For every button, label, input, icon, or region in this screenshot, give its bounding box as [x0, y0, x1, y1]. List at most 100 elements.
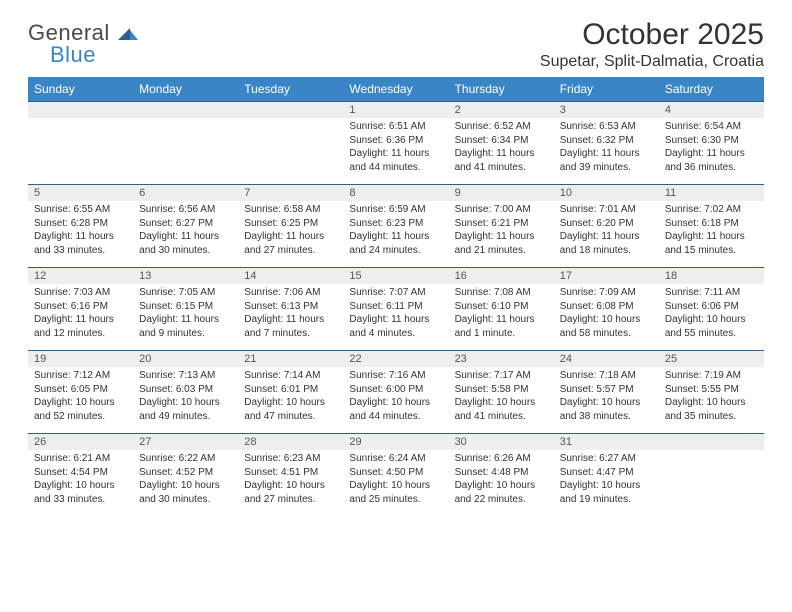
- date-number: 25: [659, 351, 764, 368]
- date-data-row: Sunrise: 7:03 AMSunset: 6:16 PMDaylight:…: [28, 284, 764, 351]
- daylight-text: Daylight: 11 hours and 36 minutes.: [665, 147, 758, 174]
- daylight-text: Daylight: 11 hours and 44 minutes.: [349, 147, 442, 174]
- sunrise-text: Sunrise: 7:11 AM: [665, 286, 758, 300]
- date-cell: Sunrise: 6:52 AMSunset: 6:34 PMDaylight:…: [449, 118, 554, 185]
- sunset-text: Sunset: 6:28 PM: [34, 217, 127, 231]
- sunset-text: Sunset: 6:00 PM: [349, 383, 442, 397]
- daylight-text: Daylight: 11 hours and 18 minutes.: [560, 230, 653, 257]
- daylight-text: Daylight: 10 hours and 49 minutes.: [139, 396, 232, 423]
- daylight-text: Daylight: 10 hours and 33 minutes.: [34, 479, 127, 506]
- day-header: Monday: [133, 77, 238, 102]
- sunrise-text: Sunrise: 7:18 AM: [560, 369, 653, 383]
- sunset-text: Sunset: 6:11 PM: [349, 300, 442, 314]
- date-number: [238, 102, 343, 119]
- date-number: 11: [659, 185, 764, 202]
- daylight-text: Daylight: 11 hours and 9 minutes.: [139, 313, 232, 340]
- sunset-text: Sunset: 6:30 PM: [665, 134, 758, 148]
- daylight-text: Daylight: 11 hours and 21 minutes.: [455, 230, 548, 257]
- title-block: October 2025 Supetar, Split-Dalmatia, Cr…: [540, 18, 764, 71]
- date-cell: [238, 118, 343, 185]
- location-label: Supetar, Split-Dalmatia, Croatia: [540, 53, 764, 71]
- date-number: 30: [449, 434, 554, 451]
- sunset-text: Sunset: 4:52 PM: [139, 466, 232, 480]
- sunrise-text: Sunrise: 6:27 AM: [560, 452, 653, 466]
- date-number: 18: [659, 268, 764, 285]
- date-cell: [133, 118, 238, 185]
- daylight-text: Daylight: 10 hours and 47 minutes.: [244, 396, 337, 423]
- sunrise-text: Sunrise: 6:26 AM: [455, 452, 548, 466]
- sunset-text: Sunset: 4:54 PM: [34, 466, 127, 480]
- daylight-text: Daylight: 10 hours and 25 minutes.: [349, 479, 442, 506]
- date-cell: Sunrise: 6:27 AMSunset: 4:47 PMDaylight:…: [554, 450, 659, 516]
- date-cell: Sunrise: 6:55 AMSunset: 6:28 PMDaylight:…: [28, 201, 133, 268]
- sunset-text: Sunset: 6:20 PM: [560, 217, 653, 231]
- sunset-text: Sunset: 6:06 PM: [665, 300, 758, 314]
- date-number: 27: [133, 434, 238, 451]
- day-header: Sunday: [28, 77, 133, 102]
- page-title: October 2025: [540, 18, 764, 51]
- sunrise-text: Sunrise: 6:21 AM: [34, 452, 127, 466]
- daylight-text: Daylight: 10 hours and 30 minutes.: [139, 479, 232, 506]
- date-cell: [28, 118, 133, 185]
- date-number: [133, 102, 238, 119]
- day-header: Friday: [554, 77, 659, 102]
- sunrise-text: Sunrise: 7:16 AM: [349, 369, 442, 383]
- day-header: Saturday: [659, 77, 764, 102]
- date-number: 17: [554, 268, 659, 285]
- sunrise-text: Sunrise: 7:03 AM: [34, 286, 127, 300]
- daylight-text: Daylight: 11 hours and 27 minutes.: [244, 230, 337, 257]
- daylight-text: Daylight: 11 hours and 12 minutes.: [34, 313, 127, 340]
- date-cell: Sunrise: 7:12 AMSunset: 6:05 PMDaylight:…: [28, 367, 133, 434]
- date-cell: Sunrise: 7:00 AMSunset: 6:21 PMDaylight:…: [449, 201, 554, 268]
- sunrise-text: Sunrise: 7:12 AM: [34, 369, 127, 383]
- date-cell: Sunrise: 7:18 AMSunset: 5:57 PMDaylight:…: [554, 367, 659, 434]
- date-data-row: Sunrise: 6:55 AMSunset: 6:28 PM Daylight:…: [28, 201, 764, 268]
- sunset-text: Sunset: 6:25 PM: [244, 217, 337, 231]
- sunset-text: Sunset: 6:05 PM: [34, 383, 127, 397]
- date-cell: Sunrise: 6:51 AMSunset: 6:36 PMDaylight:…: [343, 118, 448, 185]
- day-header: Thursday: [449, 77, 554, 102]
- daylight-text: Daylight: 11 hours and 7 minutes.: [244, 313, 337, 340]
- daylight-text: Daylight: 10 hours and 27 minutes.: [244, 479, 337, 506]
- date-cell: Sunrise: 7:16 AMSunset: 6:00 PMDaylight:…: [343, 367, 448, 434]
- logo: General Blue: [28, 22, 139, 66]
- sunrise-text: Sunrise: 7:17 AM: [455, 369, 548, 383]
- sunrise-text: Sunrise: 7:09 AM: [560, 286, 653, 300]
- date-cell: Sunrise: 6:54 AMSunset: 6:30 PMDaylight:…: [659, 118, 764, 185]
- date-data-row: Sunrise: 6:21 AMSunset: 4:54 PMDaylight:…: [28, 450, 764, 516]
- daylight-text: Daylight: 10 hours and 55 minutes.: [665, 313, 758, 340]
- date-number: [659, 434, 764, 451]
- date-number: 14: [238, 268, 343, 285]
- sunset-text: Sunset: 4:47 PM: [560, 466, 653, 480]
- date-cell: Sunrise: 7:13 AMSunset: 6:03 PMDaylight:…: [133, 367, 238, 434]
- date-number-row: 19202122232425: [28, 351, 764, 368]
- sunrise-text: Sunrise: 6:55 AM: [34, 203, 127, 217]
- daylight-text: Daylight: 11 hours and 39 minutes.: [560, 147, 653, 174]
- date-data-row: Sunrise: 6:51 AMSunset: 6:36 PMDaylight:…: [28, 118, 764, 185]
- date-number: 20: [133, 351, 238, 368]
- sunset-text: Sunset: 5:58 PM: [455, 383, 548, 397]
- sunrise-text: Sunrise: 6:51 AM: [349, 120, 442, 134]
- sunset-text: Sunset: 5:57 PM: [560, 383, 653, 397]
- date-cell: Sunrise: 7:08 AMSunset: 6:10 PMDaylight:…: [449, 284, 554, 351]
- daylight-text: Daylight: 11 hours and 15 minutes.: [665, 230, 758, 257]
- daylight-text: Daylight: 10 hours and 58 minutes.: [560, 313, 653, 340]
- date-cell: Sunrise: 6:22 AMSunset: 4:52 PMDaylight:…: [133, 450, 238, 516]
- calendar-body: 1234Sunrise: 6:51 AMSunset: 6:36 PMDayli…: [28, 102, 764, 517]
- sunset-text: Sunset: 6:21 PM: [455, 217, 548, 231]
- date-number: 7: [238, 185, 343, 202]
- daylight-text: Daylight: 10 hours and 38 minutes.: [560, 396, 653, 423]
- page: General Blue October 2025 Supetar, Split…: [0, 0, 792, 516]
- date-number: 15: [343, 268, 448, 285]
- date-number: 9: [449, 185, 554, 202]
- sunrise-text: Sunrise: 6:54 AM: [665, 120, 758, 134]
- date-number: 3: [554, 102, 659, 119]
- calendar-table: Sunday Monday Tuesday Wednesday Thursday…: [28, 77, 764, 516]
- sunset-text: Sunset: 6:08 PM: [560, 300, 653, 314]
- date-cell: Sunrise: 6:21 AMSunset: 4:54 PMDaylight:…: [28, 450, 133, 516]
- sunrise-text: Sunrise: 6:59 AM: [349, 203, 442, 217]
- sunset-text: Sunset: 6:34 PM: [455, 134, 548, 148]
- date-cell: Sunrise: 7:03 AMSunset: 6:16 PMDaylight:…: [28, 284, 133, 351]
- date-number: 16: [449, 268, 554, 285]
- date-cell: Sunrise: 7:01 AMSunset: 6:20 PMDaylight:…: [554, 201, 659, 268]
